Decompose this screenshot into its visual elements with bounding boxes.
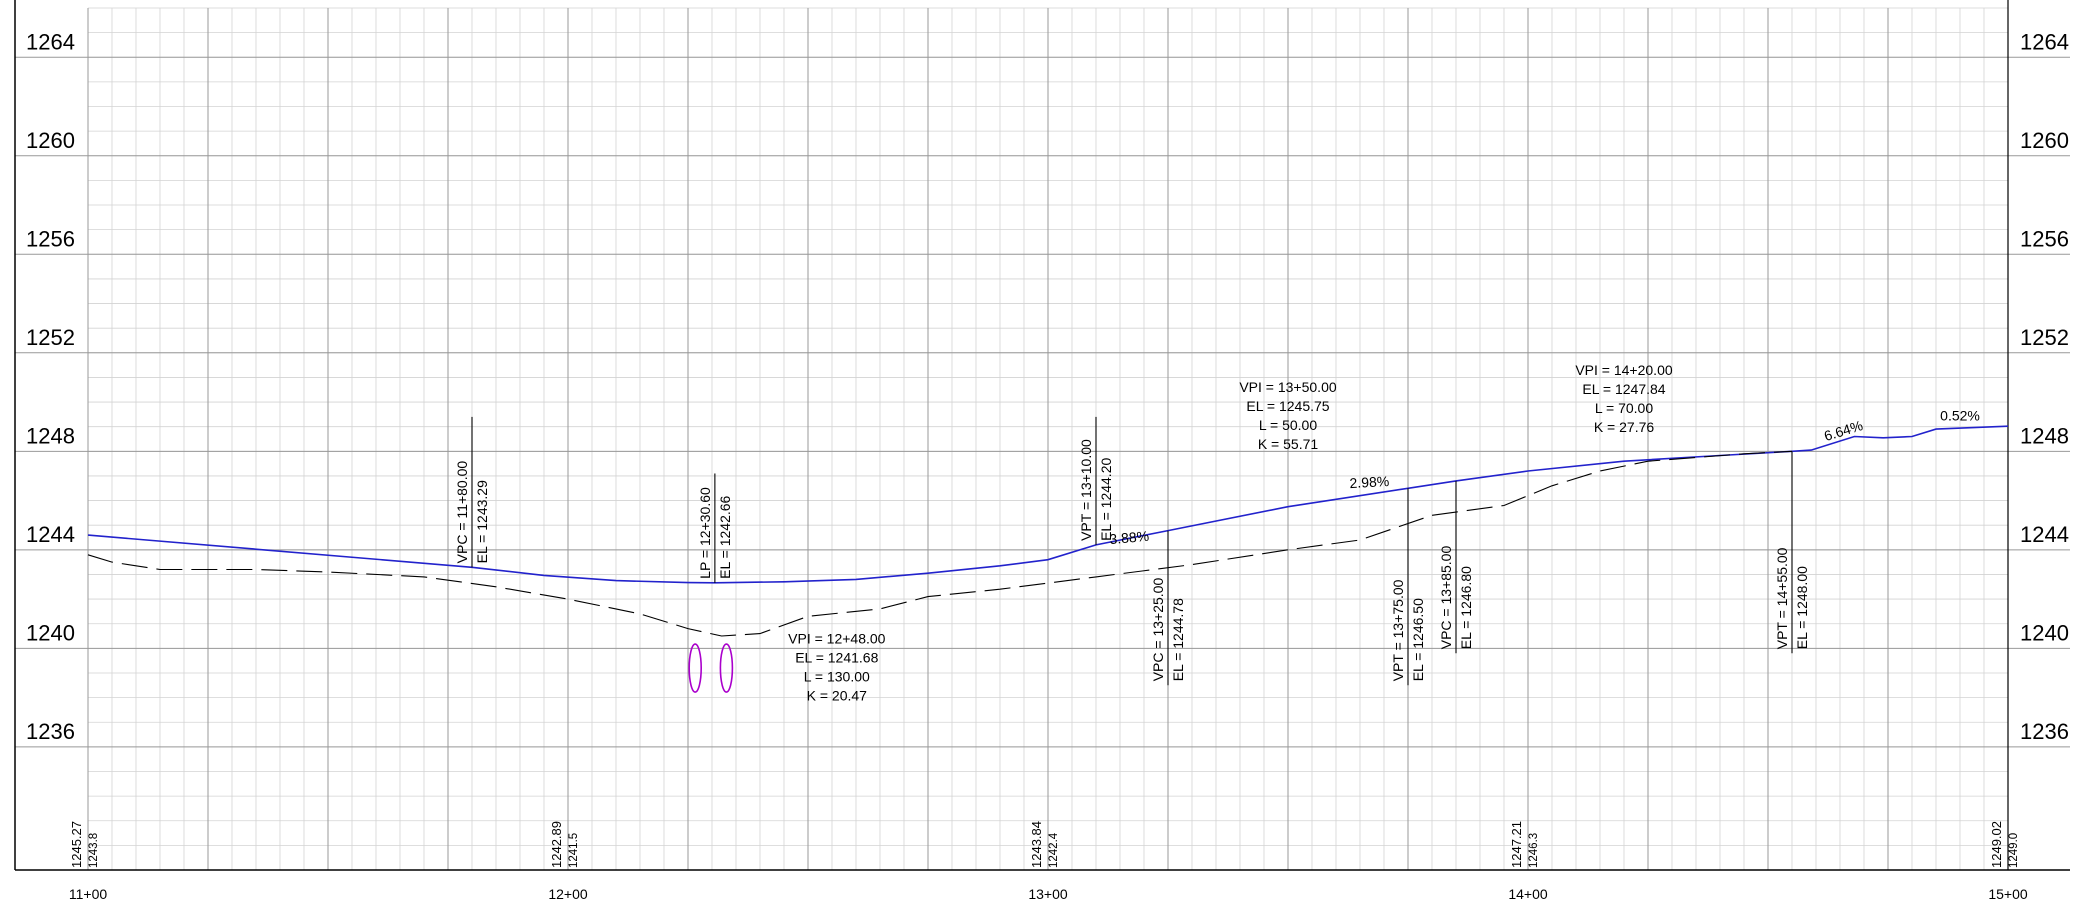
station-grade-elevation: 1247.21 [1509,821,1524,868]
callout-elevation: EL = 1242.66 [717,495,733,578]
elevation-label-left: 1248 [26,423,75,448]
callout-elevation: EL = 1243.29 [474,480,490,563]
station-grade-elevation: 1243.84 [1029,821,1044,868]
station-grade-elevation: 1245.27 [69,821,84,868]
vpi-note-line: L = 70.00 [1595,400,1653,416]
callout-elevation: EL = 1248.00 [1794,566,1810,649]
elevation-label-right: 1264 [2020,29,2069,54]
markers [688,643,734,693]
vpi-note-line: L = 50.00 [1259,417,1317,433]
elevation-label-left: 1240 [26,620,75,645]
profile-lines [87,425,2009,637]
elevation-label-left: 1264 [26,29,75,54]
callout-station: VPT = 13+75.00 [1390,579,1406,681]
existing-ground-line [87,450,1793,637]
callout-station: LP = 12+30.60 [697,487,713,579]
elevation-label-left: 1260 [26,128,75,153]
station-ground-elevation: 1242.4 [1048,832,1060,868]
station-label: 14+00 [1508,886,1548,902]
point-callouts: VPC = 11+80.00 EL = 1243.29 LP = 12+30.60 E… [454,416,1810,686]
elevation-label-right: 1236 [2020,719,2069,744]
vpi-notes: VPI = 12+48.00 EL = 1241.68 L = 130.00 K = … [788,362,1673,703]
elevation-label-left: 1256 [26,226,75,251]
elevation-label-left: 1236 [26,719,75,744]
vpi-note-line: K = 55.71 [1258,436,1319,452]
drawing-frame [14,0,2070,871]
elevation-label-left: 1252 [26,325,75,350]
callout-elevation: EL = 1246.50 [1410,598,1426,681]
station-ground-elevation: 1249.0 [2008,833,2020,868]
elevation-label-left: 1244 [26,522,75,547]
callout-elevation: EL = 1246.80 [1458,566,1474,649]
callout-station: VPC = 11+80.00 [454,461,470,564]
elevation-label-right: 1256 [2020,226,2069,251]
vpi-note-line: EL = 1241.68 [795,649,878,665]
grade-percent-label: 3.88% [1109,528,1150,547]
vpi-note-line: VPI = 14+20.00 [1575,362,1673,378]
vpi-note-line: EL = 1245.75 [1246,398,1329,414]
major-grid [15,8,2070,870]
station-ground-elevation: 1243.8 [88,833,100,868]
station-ground-elevation: 1246.3 [1528,833,1540,868]
callout-station: VPC = 13+85.00 [1438,546,1454,650]
station-grade-elevation: 1249.02 [1989,821,2004,868]
station-elevation-values: 1245.27 1243.8 1242.89 1241.5 1243.84 1242.4 1… [69,821,2020,868]
callout-elevation: EL = 1244.78 [1170,598,1186,681]
elevation-label-right: 1260 [2020,128,2069,153]
vpi-note-line: EL = 1247.84 [1582,381,1665,397]
grade-percent-label: 0.52% [1940,408,1980,424]
elevation-labels: 1236 1236 1240 1240 1244 1244 1248 1248 1252 1252… [26,29,2069,744]
vpi-note-line: VPI = 12+48.00 [788,630,886,646]
vpi-note-line: K = 20.47 [807,687,868,703]
station-labels: 11+00 12+00 13+00 14+00 15+00 [69,886,2028,902]
elevation-label-right: 1240 [2020,620,2069,645]
elevation-label-right: 1252 [2020,325,2069,350]
callout-station: VPC = 13+25.00 [1150,578,1166,682]
elevation-label-right: 1244 [2020,522,2069,547]
elevation-label-right: 1248 [2020,423,2069,448]
vpi-note-line: L = 130.00 [804,668,870,684]
callout-station: VPT = 14+55.00 [1774,547,1790,649]
marker-ellipse [688,643,703,693]
grade-percent-label: 2.98% [1349,473,1389,491]
station-label: 13+00 [1028,886,1068,902]
station-label: 11+00 [69,886,107,902]
vpi-note-line: VPI = 13+50.00 [1239,379,1337,395]
marker-ellipse [719,643,734,693]
station-ground-elevation: 1241.5 [568,833,580,868]
station-label: 12+00 [548,886,588,902]
station-grade-elevation: 1242.89 [549,821,564,868]
callout-station: VPT = 13+10.00 [1078,439,1094,541]
vpi-note-line: K = 27.76 [1594,419,1655,435]
grade-labels: 3.88%2.98%6.64%0.52% [1109,408,1980,548]
proposed-grade-line [87,425,2009,584]
station-label: 15+00 [1988,886,2028,902]
callout-elevation: EL = 1244.20 [1098,458,1114,541]
